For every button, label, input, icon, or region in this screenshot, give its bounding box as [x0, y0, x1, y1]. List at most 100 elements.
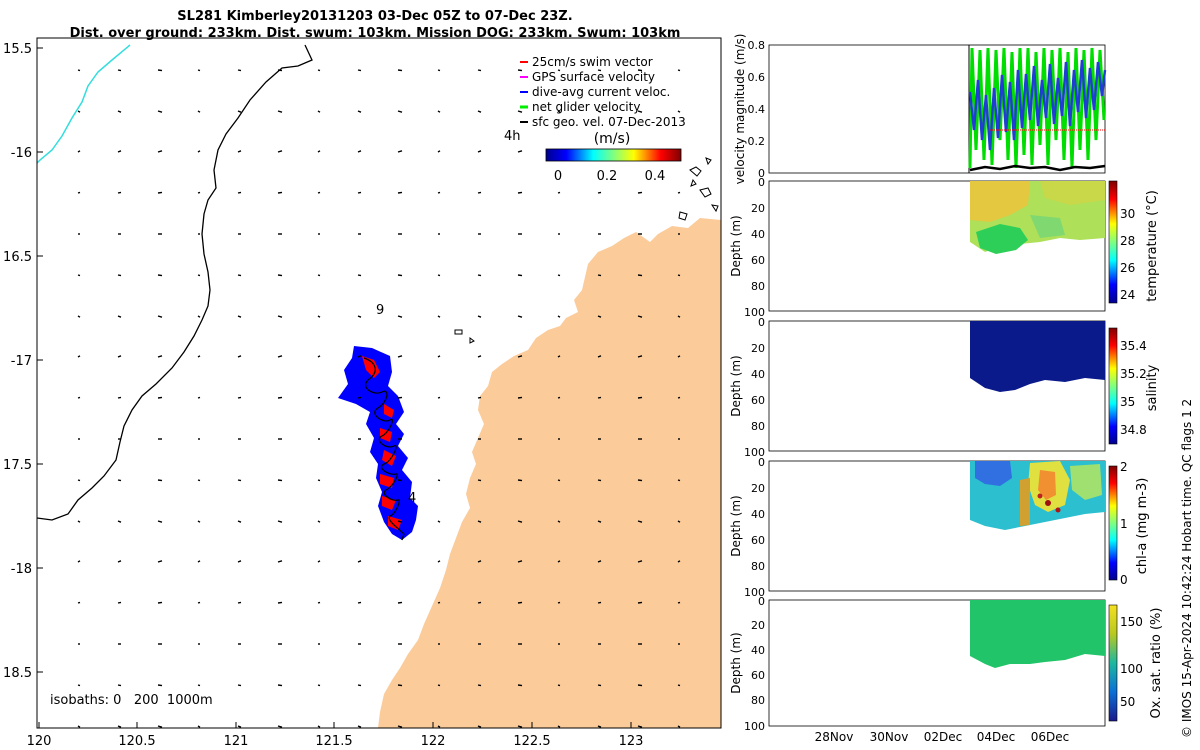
- sfc-vel-arrow: [157, 110, 163, 113]
- lon-tick: 121: [224, 734, 249, 749]
- depth-tick: 0: [758, 316, 765, 329]
- vel-ytick: 0.4: [748, 103, 766, 116]
- sfc-vel-arrow: [557, 274, 561, 277]
- sfc-vel-arrow: [117, 355, 122, 358]
- sfc-vel-arrow: [437, 684, 441, 687]
- sfc-vel-arrow: [597, 396, 602, 399]
- sfc-vel-arrow: [357, 560, 362, 563]
- map-panel: 120 120.5 121 121.5 122 122.5 123 15.5 -…: [3, 37, 722, 749]
- sfc-vel-arrow: [437, 110, 441, 113]
- sfc-vel-arrow: [437, 560, 441, 563]
- sfc-vel-arrow: [277, 520, 283, 523]
- lat-tick: 17.5: [3, 458, 32, 473]
- sfc-vel-arrow: [117, 479, 122, 482]
- sfc-vel-arrow: [597, 315, 602, 318]
- depth-tick: 100: [744, 446, 765, 459]
- chla-depth-ticks: 0 20 40 60 80 100: [744, 456, 765, 599]
- cbar-tick: 1: [1120, 517, 1128, 531]
- chart-subtitle: Dist. over ground: 233km. Dist. swum: 10…: [69, 26, 681, 41]
- sfc-vel-arrow: [397, 684, 403, 687]
- depth-tick: 40: [751, 644, 765, 657]
- sfc-vel-arrow: [637, 355, 643, 358]
- sfc-vel-arrow: [517, 520, 523, 523]
- sfc-vel-arrow: [637, 315, 643, 318]
- sfc-vel-arrow: [597, 725, 602, 728]
- oxygen-cbar-ticks: 150 100 50: [1120, 615, 1143, 709]
- sfc-vel-arrow: [437, 355, 441, 358]
- depth-tick: 60: [751, 669, 765, 682]
- sfc-vel-arrow: [637, 725, 643, 728]
- velocity-panel: 0.8 0.6 0.4 0.2 0 velocity magnitude (m/…: [733, 34, 1107, 184]
- sfc-vel-arrow: [317, 315, 321, 318]
- sfc-vel-arrow: [277, 396, 283, 399]
- lon-tick: 122: [421, 734, 446, 749]
- sfc-vel-arrow: [517, 396, 523, 399]
- sfc-vel-arrow: [117, 396, 122, 399]
- sfc-vel-arrow: [277, 150, 283, 153]
- sfc-vel-arrow: [357, 479, 362, 482]
- sfc-vel-arrow: [517, 560, 523, 563]
- sfc-vel-arrow: [77, 479, 81, 482]
- sfc-vel-arrow: [277, 315, 283, 318]
- sfc-vel-arrow: [157, 725, 163, 728]
- sfc-vel-arrow: [637, 560, 643, 563]
- oxygen-section: [970, 600, 1105, 668]
- sfc-vel-arrow: [437, 520, 441, 523]
- glider-track: [338, 346, 418, 541]
- time-annotation-9: 9: [376, 303, 384, 318]
- sfc-vel-arrow: [77, 150, 81, 153]
- sfc-vel-arrow: [117, 725, 122, 728]
- sfc-vel-arrow: [117, 520, 122, 523]
- oxygen-panel: 0 20 40 60 80 100 Depth (m) 150 100 50 O…: [729, 595, 1164, 744]
- sfc-vel-arrow: [277, 110, 283, 113]
- lat-tick-labels: 15.5 -16 16.5 -17 17.5 -18 18.5: [3, 42, 43, 681]
- sfc-vel-arrow: [357, 396, 362, 399]
- sfc-vel-arrow: [117, 684, 122, 687]
- sfc-vel-arrow: [597, 69, 602, 72]
- sfc-vel-arrow: [77, 725, 81, 728]
- sfc-vel-arrow: [317, 684, 321, 687]
- sfc-vel-arrow: [237, 479, 242, 482]
- sfc-vel-arrow: [77, 355, 81, 358]
- sfc-vel-arrow: [517, 274, 523, 277]
- sfc-vel-arrow: [157, 355, 163, 358]
- sfc-vel-arrow: [197, 150, 201, 153]
- map-frame: [36, 37, 722, 729]
- oxygen-depth-ticks: 0 20 40 60 80 100: [744, 595, 765, 733]
- sfc-vel-arrow: [197, 520, 201, 523]
- sfc-vel-arrow: [197, 725, 201, 728]
- map-colorbar: (m/s) 0 0.2 0.4: [545, 131, 682, 184]
- sfc-vel-arrow: [357, 520, 362, 523]
- sfc-vel-arrow: [77, 684, 81, 687]
- lon-tick: 123: [619, 734, 644, 749]
- sfc-vel-arrow: [357, 274, 362, 277]
- sfc-vel-arrow: [277, 560, 283, 563]
- sfc-vel-arrow: [637, 274, 643, 277]
- lat-tick: -18: [11, 562, 32, 577]
- sfc-vel-arrow: [477, 396, 482, 399]
- salinity-cbar-ticks: 35.4 35.2 35 34.8: [1120, 339, 1147, 437]
- sfc-vel-arrow: [477, 725, 482, 728]
- cbar-tick: 28: [1120, 234, 1135, 248]
- oxygen-ylabel: Depth (m): [729, 632, 743, 693]
- sfc-vel-arrow: [277, 684, 283, 687]
- sfc-vel-arrow: [437, 274, 441, 277]
- sfc-vel-arrow: [197, 684, 201, 687]
- sfc-vel-arrow: [317, 355, 321, 358]
- sfc-vel-arrow: [597, 110, 602, 113]
- sfc-vel-arrow: [77, 110, 81, 113]
- vel-ytick: 0.8: [748, 39, 766, 52]
- sfc-vel-arrow: [557, 560, 561, 563]
- depth-tick: 0: [758, 595, 765, 608]
- lon-tick: 120.5: [118, 734, 155, 749]
- sfc-vel-arrow: [157, 601, 163, 604]
- sfc-vel-arrow: [197, 560, 201, 563]
- legend-current-velocity: dive-avg current veloc.: [532, 85, 670, 99]
- islands: [454, 157, 719, 344]
- cbar-tick: 150: [1120, 615, 1143, 629]
- sfc-vel-arrow: [77, 191, 81, 194]
- sfc-vel-arrow: [357, 684, 362, 687]
- sfc-vel-arrow: [397, 479, 403, 482]
- sfc-vel-arrow: [317, 520, 321, 523]
